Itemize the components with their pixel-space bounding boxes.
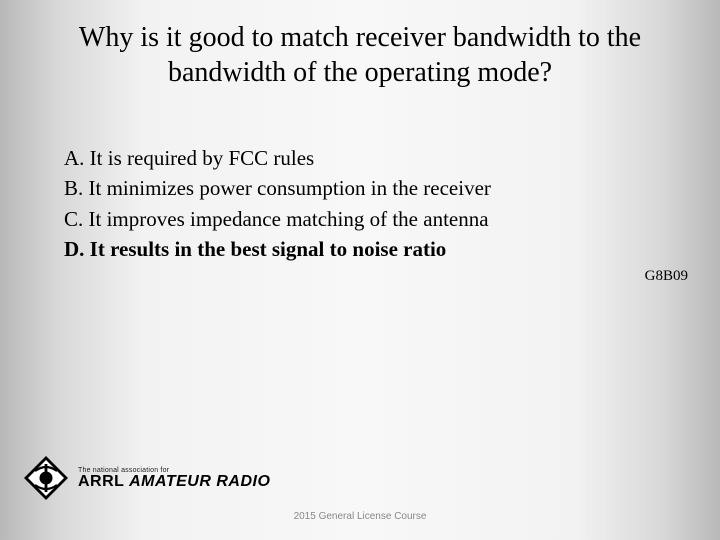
- arrl-logo: The national association for ARRL AMATEU…: [22, 454, 270, 502]
- answer-a-letter: A: [64, 146, 79, 170]
- arrl-brand-prefix: ARRL: [78, 473, 124, 490]
- answer-b: B. It minimizes power consumption in the…: [64, 174, 660, 202]
- answer-c-letter: C: [64, 207, 78, 231]
- footer-text: 2015 General License Course: [0, 511, 720, 522]
- answer-b-letter: B: [64, 176, 78, 200]
- answer-c: C. It improves impedance matching of the…: [64, 205, 660, 233]
- answer-d-letter: D: [64, 237, 79, 261]
- arrl-diamond-icon: [22, 454, 70, 502]
- answer-c-text: It improves impedance matching of the an…: [89, 207, 489, 231]
- answer-a: A. It is required by FCC rules: [64, 144, 660, 172]
- question-id: G8B09: [645, 268, 688, 285]
- answer-d: D. It results in the best signal to nois…: [64, 235, 660, 263]
- answer-a-text: It is required by FCC rules: [90, 146, 315, 170]
- answer-b-text: It minimizes power consumption in the re…: [89, 176, 491, 200]
- answer-d-text: It results in the best signal to noise r…: [90, 237, 447, 261]
- arrl-logo-text: The national association for ARRL AMATEU…: [78, 467, 270, 490]
- arrl-brand-suffix: AMATEUR RADIO: [129, 473, 270, 490]
- question-title: Why is it good to match receiver bandwid…: [50, 20, 670, 90]
- answer-list: A. It is required by FCC rules B. It min…: [64, 144, 660, 265]
- arrl-brand: ARRL AMATEUR RADIO: [78, 474, 270, 490]
